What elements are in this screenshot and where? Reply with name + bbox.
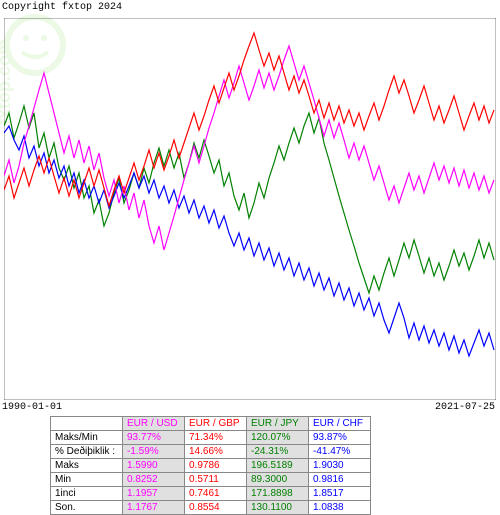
cell: 0.5711	[185, 473, 247, 487]
cell: 120.07%	[247, 431, 309, 445]
cell: 130.1100	[247, 501, 309, 515]
cell: 1.1957	[123, 487, 185, 501]
cell: 1.5990	[123, 459, 185, 473]
cell: 0.7461	[185, 487, 247, 501]
cell: 196.5189	[247, 459, 309, 473]
col-header-0: EUR / USD	[123, 417, 185, 431]
chart-area	[4, 18, 496, 400]
stats-table: EUR / USD EUR / GBP EUR / JPY EUR / CHF …	[50, 416, 371, 515]
series-eur-chf	[4, 126, 494, 356]
row-label: Min	[51, 473, 123, 487]
col-header-1: EUR / GBP	[185, 417, 247, 431]
copyright-text: Copyright fxtop 2024	[2, 2, 122, 13]
cell: 0.8554	[185, 501, 247, 515]
cell: 1.8517	[309, 487, 371, 501]
cell: 1.9030	[309, 459, 371, 473]
cell: -1.59%	[123, 445, 185, 459]
cell: 93.77%	[123, 431, 185, 445]
cell: 14.66%	[185, 445, 247, 459]
cell: 93.87%	[309, 431, 371, 445]
row-label: % Deðiþiklik :	[51, 445, 123, 459]
row-label: Son.	[51, 501, 123, 515]
row-label: 1inci	[51, 487, 123, 501]
cell: 0.9816	[309, 473, 371, 487]
cell: 1.1767	[123, 501, 185, 515]
cell: 89.3000	[247, 473, 309, 487]
cell: -24.31%	[247, 445, 309, 459]
cell: 0.8252	[123, 473, 185, 487]
table-corner	[51, 417, 123, 431]
cell: 0.9786	[185, 459, 247, 473]
cell: -41.47%	[309, 445, 371, 459]
col-header-2: EUR / JPY	[247, 417, 309, 431]
row-label: Maks/Min	[51, 431, 123, 445]
x-start-label: 1990-01-01	[2, 402, 62, 413]
cell: 1.0838	[309, 501, 371, 515]
cell: 171.8898	[247, 487, 309, 501]
cell: 71.34%	[185, 431, 247, 445]
col-header-3: EUR / CHF	[309, 417, 371, 431]
x-end-label: 2021-07-25	[435, 402, 495, 413]
series-eur-jpy	[4, 106, 494, 293]
row-label: Maks	[51, 459, 123, 473]
